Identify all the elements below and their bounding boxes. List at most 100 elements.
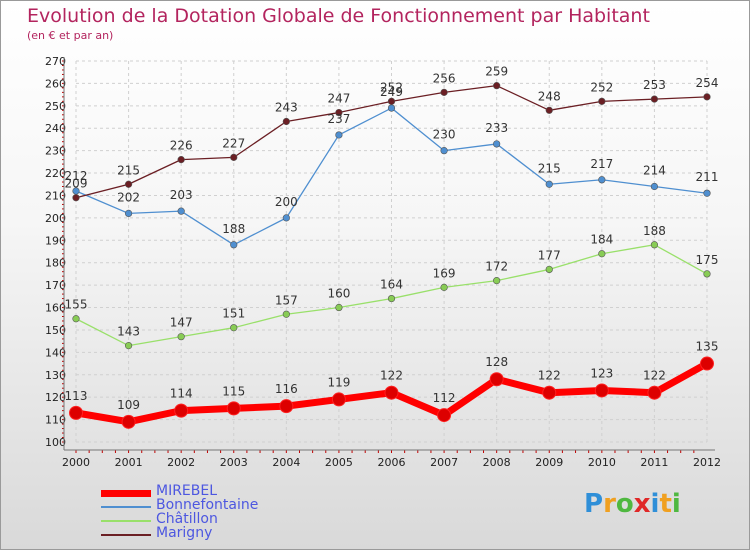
data-label: 203 bbox=[170, 188, 193, 202]
data-point bbox=[335, 131, 343, 139]
legend-item: Marigny bbox=[101, 526, 301, 541]
data-point bbox=[230, 153, 238, 161]
data-label: 252 bbox=[590, 80, 613, 94]
x-tick-label: 2004 bbox=[272, 456, 300, 469]
data-point bbox=[650, 241, 659, 249]
data-label: 215 bbox=[538, 161, 561, 175]
data-label: 113 bbox=[65, 389, 88, 403]
data-label: 184 bbox=[590, 233, 613, 247]
y-tick-label: 210 bbox=[45, 189, 66, 202]
data-label: 188 bbox=[643, 224, 666, 238]
data-point bbox=[387, 294, 396, 303]
data-label: 112 bbox=[433, 391, 456, 405]
logo-letter: o bbox=[615, 489, 634, 519]
data-point bbox=[700, 356, 714, 371]
data-point bbox=[331, 392, 346, 407]
data-label: 135 bbox=[696, 340, 719, 354]
data-point bbox=[282, 310, 290, 318]
logo-letter: x bbox=[633, 489, 651, 519]
legend-label: MIREBEL bbox=[156, 483, 218, 499]
data-point bbox=[177, 333, 185, 341]
data-label: 155 bbox=[65, 298, 88, 312]
data-label: 147 bbox=[170, 316, 193, 330]
data-label: 249 bbox=[380, 85, 403, 99]
legend-item: Châtillon bbox=[101, 511, 301, 527]
data-label: 212 bbox=[65, 169, 88, 183]
data-point bbox=[594, 383, 609, 398]
legend-swatch bbox=[101, 506, 151, 508]
data-label: 227 bbox=[222, 136, 245, 150]
proxiti-logo: Proxiti bbox=[584, 489, 681, 519]
data-point bbox=[121, 414, 136, 429]
data-label: 143 bbox=[117, 325, 140, 339]
data-point bbox=[440, 283, 448, 291]
data-label: 128 bbox=[485, 355, 508, 369]
x-tick-label: 2003 bbox=[220, 456, 248, 469]
axes: 1001101201301401501601701801902002102202… bbox=[45, 55, 721, 469]
data-point bbox=[72, 194, 80, 202]
data-point bbox=[282, 117, 290, 126]
y-tick-label: 100 bbox=[45, 436, 66, 449]
data-point bbox=[647, 385, 662, 400]
x-tick-label: 2012 bbox=[693, 456, 721, 469]
chart-subtitle: (en € et par an) bbox=[27, 29, 114, 42]
data-label: 114 bbox=[170, 387, 193, 401]
data-label: 247 bbox=[327, 92, 350, 106]
data-label: 151 bbox=[222, 307, 245, 321]
data-point bbox=[174, 403, 189, 418]
logo-letter: P bbox=[584, 489, 604, 519]
data-point bbox=[230, 241, 238, 249]
y-tick-label: 250 bbox=[45, 100, 66, 113]
chart-title: Evolution de la Dotation Globale de Fonc… bbox=[27, 5, 650, 27]
data-point bbox=[703, 189, 711, 197]
data-point bbox=[545, 265, 553, 274]
data-point bbox=[493, 277, 501, 285]
legend-item: Bonnefontaine bbox=[101, 497, 301, 513]
data-label: 217 bbox=[590, 157, 613, 171]
data-label: 259 bbox=[485, 65, 508, 79]
data-label: 175 bbox=[696, 253, 719, 267]
y-tick-label: 190 bbox=[45, 234, 66, 247]
data-point bbox=[440, 88, 448, 96]
logo-letter: r bbox=[603, 489, 616, 519]
data-point bbox=[650, 182, 659, 191]
data-label: 237 bbox=[327, 112, 350, 126]
data-label: 172 bbox=[485, 260, 508, 274]
data-point bbox=[437, 408, 452, 423]
y-tick-label: 120 bbox=[45, 391, 66, 404]
y-tick-label: 230 bbox=[45, 145, 66, 158]
x-tick-label: 2001 bbox=[115, 456, 143, 469]
data-label: 109 bbox=[117, 398, 140, 412]
y-tick-label: 270 bbox=[45, 55, 66, 68]
y-tick-label: 130 bbox=[45, 369, 66, 382]
y-tick-label: 260 bbox=[45, 77, 66, 90]
legend-swatch bbox=[101, 490, 151, 497]
legend-label: Bonnefontaine bbox=[156, 497, 259, 513]
data-point bbox=[545, 106, 553, 114]
data-label: 248 bbox=[538, 89, 561, 103]
data-label: 157 bbox=[275, 293, 298, 307]
legend-swatch bbox=[101, 534, 151, 536]
data-point bbox=[335, 303, 343, 312]
data-label: 209 bbox=[65, 177, 88, 191]
x-tick-label: 2005 bbox=[325, 456, 353, 469]
series-lines bbox=[69, 82, 714, 429]
data-label: 202 bbox=[117, 190, 140, 204]
data-label: 164 bbox=[380, 278, 403, 292]
legend-label: Châtillon bbox=[156, 511, 218, 527]
data-label: 256 bbox=[433, 71, 456, 85]
data-point bbox=[124, 209, 133, 217]
y-tick-label: 200 bbox=[45, 212, 66, 225]
data-label: 243 bbox=[275, 101, 298, 115]
x-tick-label: 2002 bbox=[167, 456, 195, 469]
x-tick-label: 2011 bbox=[640, 456, 668, 469]
data-point bbox=[384, 385, 399, 400]
x-tick-label: 2010 bbox=[588, 456, 616, 469]
data-labels: 155 143 147 151 157 160 164 169 172 177 184 188 175 2… bbox=[65, 65, 719, 412]
data-point bbox=[69, 405, 83, 420]
logo-letter: i bbox=[671, 489, 681, 519]
data-point bbox=[279, 399, 294, 414]
data-point bbox=[598, 176, 606, 184]
x-tick-label: 2008 bbox=[483, 456, 511, 469]
data-point bbox=[598, 97, 606, 105]
